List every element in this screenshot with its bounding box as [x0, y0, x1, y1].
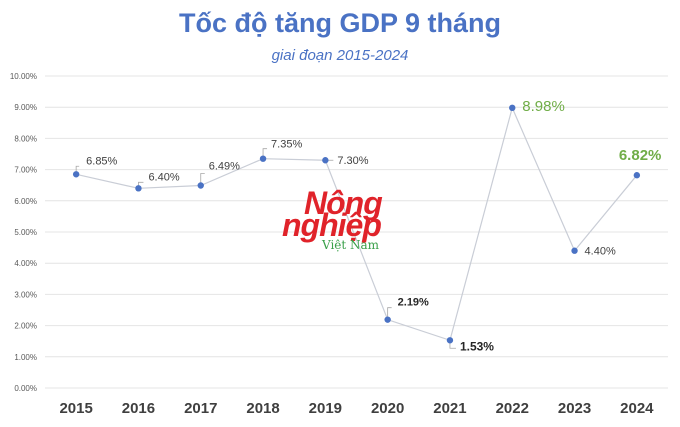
y-tick-label: 7.00%	[14, 166, 37, 175]
data-point	[197, 182, 204, 189]
x-tick-label: 2022	[496, 400, 529, 417]
x-tick-label: 2023	[558, 400, 591, 417]
y-tick-label: 8.00%	[14, 134, 37, 143]
x-tick-label: 2020	[371, 400, 404, 417]
logo-line-2: nghiệp	[282, 207, 382, 243]
y-tick-label: 9.00%	[14, 103, 37, 112]
logo-line-3: Việt Nam	[322, 238, 380, 252]
y-tick-label: 6.00%	[14, 197, 37, 206]
leader-line	[387, 307, 392, 320]
x-tick-label: 2015	[59, 400, 92, 417]
data-label: 7.35%	[271, 139, 302, 151]
logo-line-1: Nông	[304, 185, 383, 221]
chart-subtitle: giai đoạn 2015-2024	[271, 47, 409, 64]
x-tick-label: 2024	[620, 400, 654, 417]
data-label: 2.19%	[398, 297, 429, 309]
data-label: 7.30%	[337, 155, 368, 167]
x-tick-label: 2019	[309, 400, 342, 417]
x-tick-label: 2016	[122, 400, 155, 417]
data-point	[509, 104, 516, 112]
chart-title: Tốc độ tăng GDP 9 tháng	[178, 8, 501, 38]
x-tick-label: 2021	[433, 400, 466, 417]
y-tick-label: 0.00%	[14, 384, 37, 393]
data-point	[322, 157, 329, 164]
y-tick-label: 1.00%	[14, 353, 37, 362]
data-label: 6.40%	[148, 171, 179, 183]
data-point	[571, 247, 578, 254]
data-label: 6.49%	[209, 161, 240, 173]
x-tick-label: 2017	[184, 400, 217, 417]
leader-line	[200, 173, 205, 186]
data-point	[135, 185, 142, 192]
series-line	[76, 106, 638, 342]
data-point	[72, 171, 80, 178]
data-label: 4.40%	[585, 246, 616, 258]
y-tick-label: 4.00%	[14, 259, 37, 268]
y-tick-label: 3.00%	[14, 290, 37, 299]
data-label: 1.53%	[460, 339, 494, 353]
data-label: 8.98%	[522, 98, 565, 115]
data-point	[384, 316, 391, 323]
data-point	[446, 337, 454, 344]
leader-line	[262, 148, 268, 159]
x-tick-label: 2018	[246, 400, 279, 417]
watermark-logo: Nông nghiệp Việt Nam	[282, 186, 402, 258]
data-point	[259, 155, 267, 162]
data-point	[633, 172, 641, 179]
y-tick-label: 10.00%	[10, 72, 37, 81]
data-label: 6.82%	[619, 147, 662, 164]
y-tick-label: 5.00%	[14, 228, 37, 237]
data-label: 6.85%	[86, 155, 117, 167]
y-tick-label: 2.00%	[14, 322, 37, 331]
